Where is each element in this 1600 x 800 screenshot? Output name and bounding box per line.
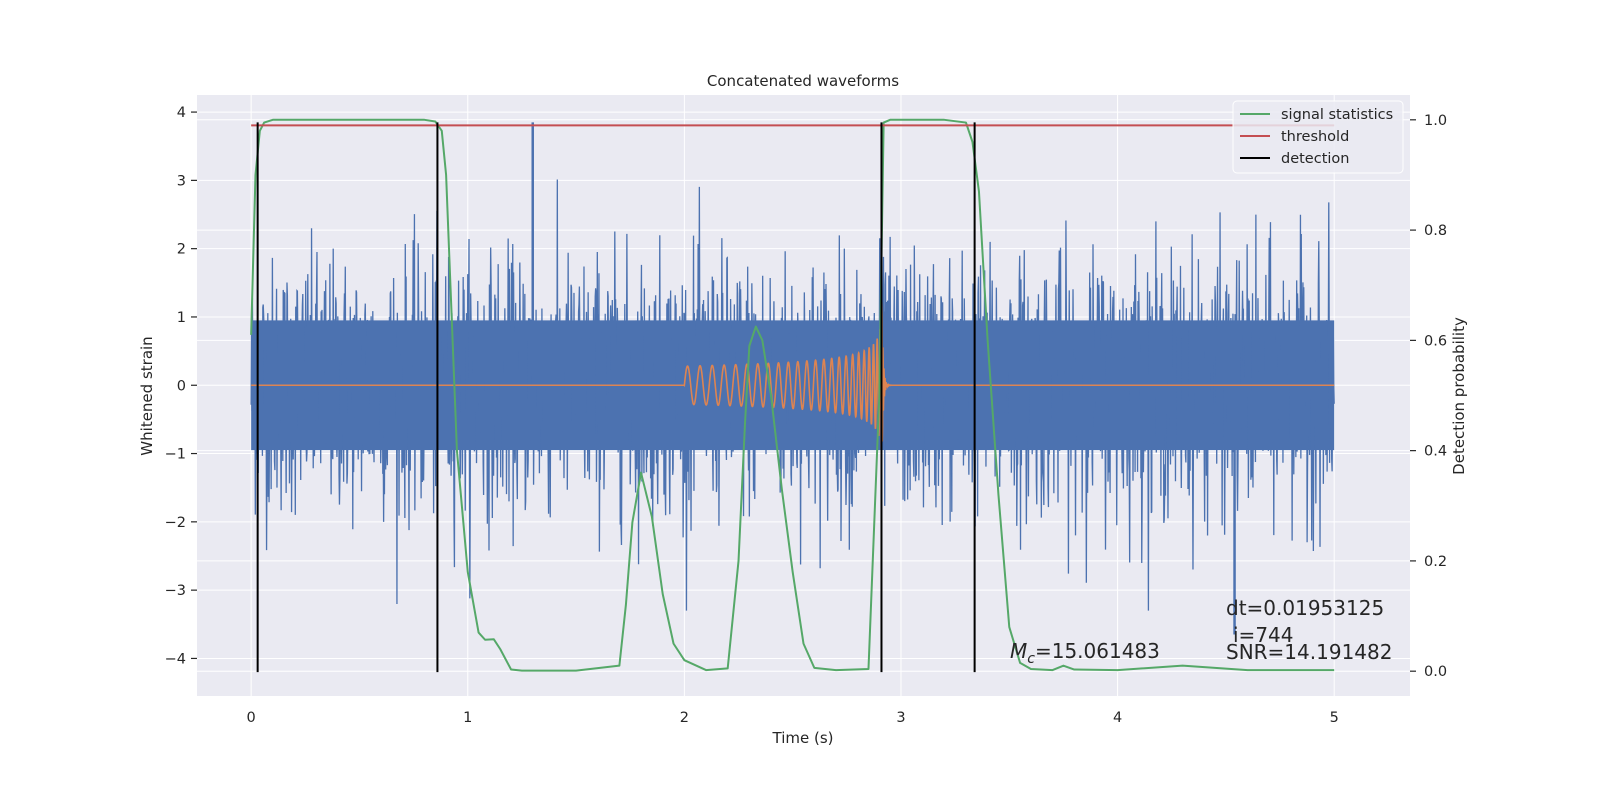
x-tick-label: 4 <box>1113 710 1122 726</box>
strain-noise-line <box>250 179 1335 611</box>
annotations: dt=0.01953125 i=744 SNR=14.191482 Mc=15.… <box>1010 596 1392 667</box>
chirp-mass-value: =15.061483 <box>1035 639 1160 663</box>
y-left-tick-label: −1 <box>165 447 186 463</box>
detection-series <box>256 122 976 673</box>
y-right-tick-label: 0.6 <box>1424 333 1447 349</box>
legend-label-threshold: threshold <box>1281 129 1349 145</box>
x-axis: 0 1 2 3 4 5 <box>247 710 1339 726</box>
y-right-tick-label: 0.2 <box>1424 554 1447 570</box>
annotation-dt: dt=0.01953125 <box>1226 596 1384 620</box>
y-axis-left: −4 −3 −2 −1 0 1 2 3 4 <box>165 105 197 667</box>
signal-statistics-series <box>250 118 1335 672</box>
y-left-tick-label: −3 <box>165 583 186 599</box>
legend-label-signal-statistics: signal statistics <box>1281 107 1393 123</box>
chirp-mass-subscript: c <box>1027 651 1035 667</box>
x-tick-label: 0 <box>247 710 256 726</box>
injected-waveform-series <box>251 302 1335 450</box>
y-right-tick-label: 0.0 <box>1424 664 1447 680</box>
y-right-tick-label: 1.0 <box>1424 113 1447 129</box>
annotation-chirp-mass: Mc=15.061483 <box>1010 639 1160 667</box>
legend: signal statistics threshold detection <box>1232 100 1404 174</box>
y-left-tick-label: 4 <box>177 105 186 121</box>
y-left-tick-label: 2 <box>177 242 186 258</box>
legend-label-detection: detection <box>1281 151 1349 167</box>
y-left-tick-label: 1 <box>177 310 186 326</box>
y-right-tick-label: 0.8 <box>1424 223 1447 239</box>
annotation-i: i=744 <box>1233 623 1294 647</box>
y-left-tick-label: 3 <box>177 173 186 189</box>
x-axis-label: Time (s) <box>772 729 834 747</box>
y-axis-left-label: Whitened strain <box>138 336 156 455</box>
annotation-snr: SNR=14.191482 <box>1226 640 1392 664</box>
chart-title: Concatenated waveforms <box>707 72 899 90</box>
y-axis-right-label: Detection probability <box>1450 317 1468 475</box>
y-left-tick-label: −4 <box>165 651 186 667</box>
signal-statistics-line <box>250 118 1335 672</box>
y-right-tick-label: 0.4 <box>1424 444 1447 460</box>
injected-chirp-line <box>251 302 1335 450</box>
x-tick-label: 1 <box>463 710 472 726</box>
y-axis-right: 0.0 0.2 0.4 0.6 0.8 1.0 <box>1410 113 1447 680</box>
chirp-mass-symbol: M <box>1010 639 1027 663</box>
x-tick-label: 2 <box>680 710 689 726</box>
x-tick-label: 3 <box>896 710 905 726</box>
y-left-tick-label: −2 <box>165 515 186 531</box>
legend-box <box>1232 100 1404 174</box>
y-left-tick-label: 0 <box>177 378 186 394</box>
x-tick-label: 5 <box>1330 710 1339 726</box>
